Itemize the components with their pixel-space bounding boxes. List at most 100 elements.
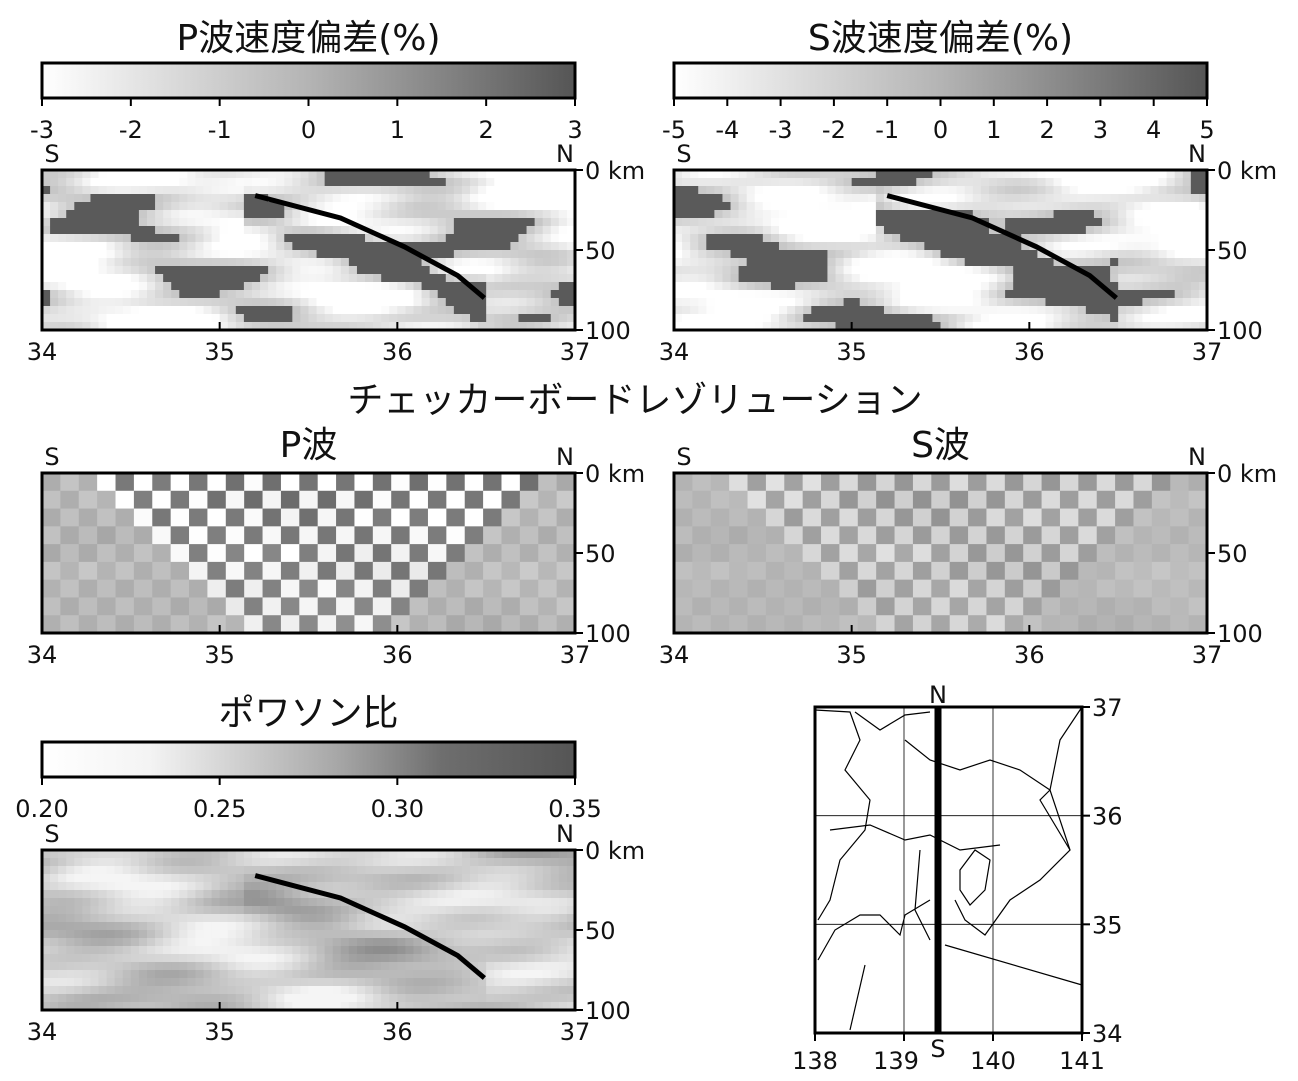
section-cell [413, 986, 422, 995]
section-cell [438, 226, 447, 235]
section-cell [860, 290, 869, 299]
section-cell [365, 274, 374, 283]
section-cell [99, 250, 108, 259]
checker-cell [748, 615, 767, 633]
section-cell [373, 858, 382, 867]
section-cell [147, 938, 156, 947]
section-cell [1183, 306, 1192, 315]
checker-cell [226, 562, 245, 580]
section-cell [187, 898, 196, 907]
section-cell [551, 946, 560, 955]
checker-cell [244, 580, 263, 598]
section-cell [115, 194, 124, 203]
checker-cell [803, 491, 822, 509]
section-cell [82, 994, 91, 1003]
section-cell [1037, 178, 1046, 187]
section-cell [941, 218, 950, 227]
section-cell [795, 218, 804, 227]
checker-cell [895, 473, 914, 491]
section-cell [131, 250, 140, 259]
section-cell [333, 314, 342, 323]
section-cell [115, 226, 124, 235]
section-cell [1029, 210, 1038, 219]
section-cell [155, 914, 164, 923]
section-cell [373, 178, 382, 187]
section-cell [860, 266, 869, 275]
checker-cell [692, 597, 711, 615]
section-cell [90, 874, 99, 883]
section-cell [900, 258, 909, 267]
checker-cell [42, 509, 61, 527]
section-cell [1159, 274, 1168, 283]
checker-cell [858, 509, 877, 527]
section-cell [731, 314, 740, 323]
checker-cell [711, 544, 730, 562]
section-cell [714, 282, 723, 291]
section-cell [252, 994, 261, 1003]
section-cell [543, 202, 552, 211]
section-cell [698, 274, 707, 283]
section-cell [739, 290, 748, 299]
section-cell [1150, 282, 1159, 291]
section-cell [779, 226, 788, 235]
section-cell [559, 234, 568, 243]
section-cell [739, 282, 748, 291]
section-cell [115, 906, 124, 915]
section-cell [220, 906, 229, 915]
section-cell [690, 314, 699, 323]
section-cell [333, 250, 342, 259]
checker-cell [895, 597, 914, 615]
section-cell [892, 306, 901, 315]
section-cell [860, 306, 869, 315]
section-cell [107, 266, 116, 275]
section-cell [397, 882, 406, 891]
section-cell [1175, 258, 1184, 267]
checker-cell [876, 491, 895, 509]
section-cell [787, 194, 796, 203]
section-cell [957, 266, 966, 275]
section-cell [739, 218, 748, 227]
checker-cell [446, 491, 465, 509]
section-cell [284, 298, 293, 307]
section-cell [413, 946, 422, 955]
section-cell [163, 314, 172, 323]
section-cell [900, 266, 909, 275]
section-cell [171, 290, 180, 299]
section-cell [747, 274, 756, 283]
section-cell [284, 186, 293, 195]
section-cell [486, 962, 495, 971]
section-cell [107, 962, 116, 971]
section-cell [373, 898, 382, 907]
section-cell [389, 290, 398, 299]
section-cell [66, 914, 75, 923]
section-cell [139, 954, 148, 963]
section-cell [260, 954, 269, 963]
section-cell [195, 946, 204, 955]
section-cell [502, 314, 511, 323]
section-cell [559, 946, 568, 955]
section-cell [244, 210, 253, 219]
checker-cell [483, 615, 502, 633]
checker-cell [674, 509, 693, 527]
section-cell [187, 250, 196, 259]
section-cell [876, 218, 885, 227]
section-cell [204, 858, 213, 867]
section-cell [179, 178, 188, 187]
section-cell [155, 202, 164, 211]
section-cell [827, 194, 836, 203]
section-cell [478, 306, 487, 315]
section-cell [706, 218, 715, 227]
section-cell [276, 898, 285, 907]
section-cell [82, 866, 91, 875]
section-cell [131, 282, 140, 291]
section-cell [163, 194, 172, 203]
section-cell [502, 938, 511, 947]
section-cell [276, 290, 285, 299]
section-cell [1126, 298, 1135, 307]
section-cell [510, 258, 519, 267]
section-cell [139, 906, 148, 915]
section-cell [365, 178, 374, 187]
section-cell [187, 954, 196, 963]
section-cell [1191, 202, 1200, 211]
section-cell [502, 298, 511, 307]
